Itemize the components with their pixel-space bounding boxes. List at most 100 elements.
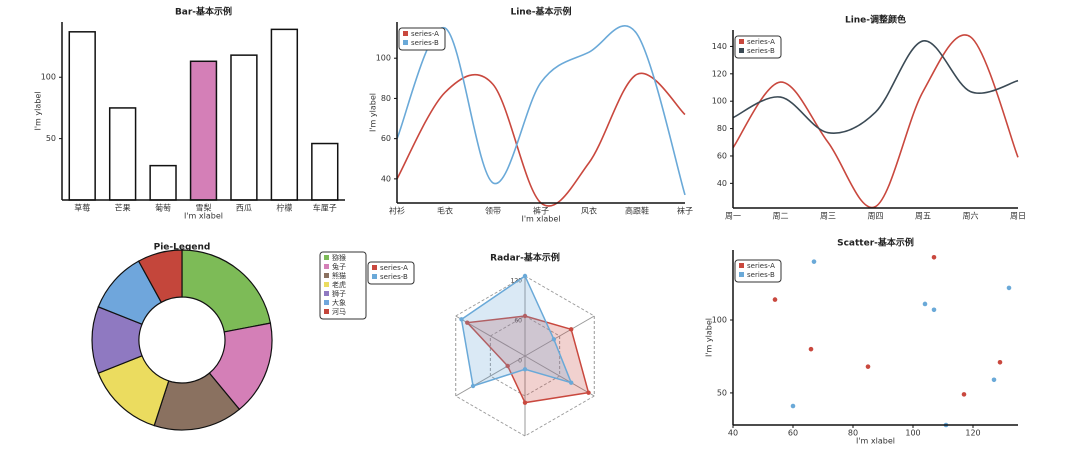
pie-slice bbox=[137, 249, 183, 304]
chart-title: Line-调整颜色 bbox=[845, 14, 906, 26]
legend-label: series-B bbox=[747, 47, 775, 55]
x-tick-label: 周六 bbox=[963, 211, 979, 221]
legend-label: series-B bbox=[747, 271, 775, 279]
x-tick-label: 周三 bbox=[820, 212, 836, 221]
x-tick-label: 100 bbox=[905, 429, 920, 438]
legend-box bbox=[734, 35, 782, 59]
y-tick-label: 50 bbox=[46, 134, 56, 143]
radar-point bbox=[459, 317, 464, 322]
chart-title: Bar-基本示例 bbox=[175, 6, 232, 18]
legend-swatch bbox=[403, 40, 408, 45]
legend-swatch bbox=[739, 39, 744, 44]
radar-point bbox=[522, 313, 528, 319]
x-tick-label: 车厘子 bbox=[313, 203, 337, 213]
x-tick-label: 毛衣 bbox=[437, 206, 453, 216]
legend-label: 狮子 bbox=[332, 290, 346, 298]
chart-title: Radar-基本示例 bbox=[490, 252, 560, 264]
legend-swatch bbox=[324, 300, 329, 305]
bar bbox=[270, 28, 299, 201]
legend-swatch bbox=[324, 309, 329, 314]
x-tick-label: 120 bbox=[965, 429, 980, 438]
x-axis-label: I'm xlabel bbox=[184, 212, 223, 221]
scatter-point bbox=[808, 346, 814, 352]
y-tick-label: 60 bbox=[717, 151, 727, 160]
chart-title: Pie-Legend bbox=[154, 243, 211, 253]
legend-label: series-A bbox=[747, 262, 775, 270]
scatter-point bbox=[997, 359, 1003, 365]
y-tick-label: 100 bbox=[712, 97, 727, 106]
x-tick-label: 风衣 bbox=[581, 206, 597, 216]
x-axis-label: I'm xlabel bbox=[856, 437, 895, 446]
legend-label: 河马 bbox=[332, 308, 346, 316]
legend-swatch bbox=[739, 272, 744, 277]
legend-label: 熊猫 bbox=[332, 271, 346, 280]
x-tick-label: 80 bbox=[848, 429, 858, 438]
scatter-point bbox=[865, 364, 871, 369]
x-tick-label: 雪梨 bbox=[196, 203, 212, 213]
legend-label: series-B bbox=[380, 273, 408, 281]
chart-title: Line-基本示例 bbox=[510, 6, 571, 18]
legend-label: 老虎 bbox=[332, 280, 346, 289]
legend-box bbox=[398, 27, 446, 51]
chart-title: Scatter-基本示例 bbox=[837, 237, 914, 249]
scatter-point bbox=[931, 307, 937, 313]
scatter-point bbox=[1006, 285, 1012, 291]
x-axis-label: I'm xlabel bbox=[522, 215, 561, 224]
x-tick-label: 周二 bbox=[773, 212, 789, 221]
x-tick-label: 领带 bbox=[485, 206, 501, 216]
x-tick-label: 柠檬 bbox=[276, 203, 292, 213]
x-tick-label: 40 bbox=[728, 429, 738, 438]
legend-swatch bbox=[372, 265, 377, 270]
x-tick-label: 袜子 bbox=[677, 206, 693, 216]
x-tick-label: 西瓜 bbox=[236, 204, 252, 213]
radar-spoke bbox=[524, 315, 595, 357]
scatter-point bbox=[922, 301, 928, 307]
x-tick-label: 周日 bbox=[1010, 212, 1026, 221]
x-tick-label: 裤子 bbox=[533, 206, 549, 216]
y-axis-label: I'm ylabel bbox=[705, 318, 714, 357]
radar-spoke bbox=[524, 355, 595, 397]
radar-point bbox=[568, 327, 574, 332]
legend-swatch bbox=[372, 274, 377, 279]
legend-label: series-B bbox=[411, 39, 439, 47]
y-tick-label: 80 bbox=[717, 124, 727, 133]
legend-swatch bbox=[324, 264, 329, 269]
radar-point bbox=[551, 337, 557, 342]
scatter-point bbox=[790, 403, 796, 409]
y-tick-label: 80 bbox=[381, 94, 391, 103]
x-tick-label: 周四 bbox=[868, 212, 884, 221]
scatter-point bbox=[991, 377, 997, 383]
radar-point bbox=[522, 400, 528, 405]
legend-label: 猕猴 bbox=[332, 253, 346, 262]
radar-spoke bbox=[455, 355, 526, 397]
x-tick-label: 草莓 bbox=[74, 203, 90, 213]
line-series bbox=[396, 25, 686, 196]
y-axis-label: I'm ylabel bbox=[34, 92, 43, 131]
scatter-point bbox=[772, 297, 778, 302]
radar-point bbox=[586, 390, 591, 395]
legend-swatch bbox=[324, 273, 329, 278]
y-tick-label: 120 bbox=[712, 69, 727, 78]
legend-swatch bbox=[403, 31, 408, 36]
r-tick-label: 60 bbox=[514, 318, 522, 325]
legend-box bbox=[319, 251, 367, 320]
bar bbox=[230, 54, 258, 201]
x-tick-label: 周一 bbox=[725, 212, 741, 221]
radar-point bbox=[465, 320, 470, 325]
legend-box bbox=[734, 259, 782, 283]
y-tick-label: 50 bbox=[717, 388, 727, 397]
legend-swatch bbox=[739, 263, 744, 268]
line-series bbox=[396, 72, 686, 207]
y-tick-label: 100 bbox=[41, 73, 56, 82]
y-axis-label: I'm ylabel bbox=[369, 93, 378, 132]
line-series bbox=[732, 34, 1019, 209]
legend-swatch bbox=[324, 291, 329, 296]
radar-point bbox=[522, 273, 528, 279]
scatter-point bbox=[961, 392, 967, 397]
scatter-point bbox=[811, 259, 817, 264]
radar-point bbox=[522, 367, 528, 372]
legend-swatch bbox=[324, 282, 329, 287]
y-tick-label: 140 bbox=[712, 42, 727, 51]
y-tick-label: 40 bbox=[717, 179, 727, 188]
